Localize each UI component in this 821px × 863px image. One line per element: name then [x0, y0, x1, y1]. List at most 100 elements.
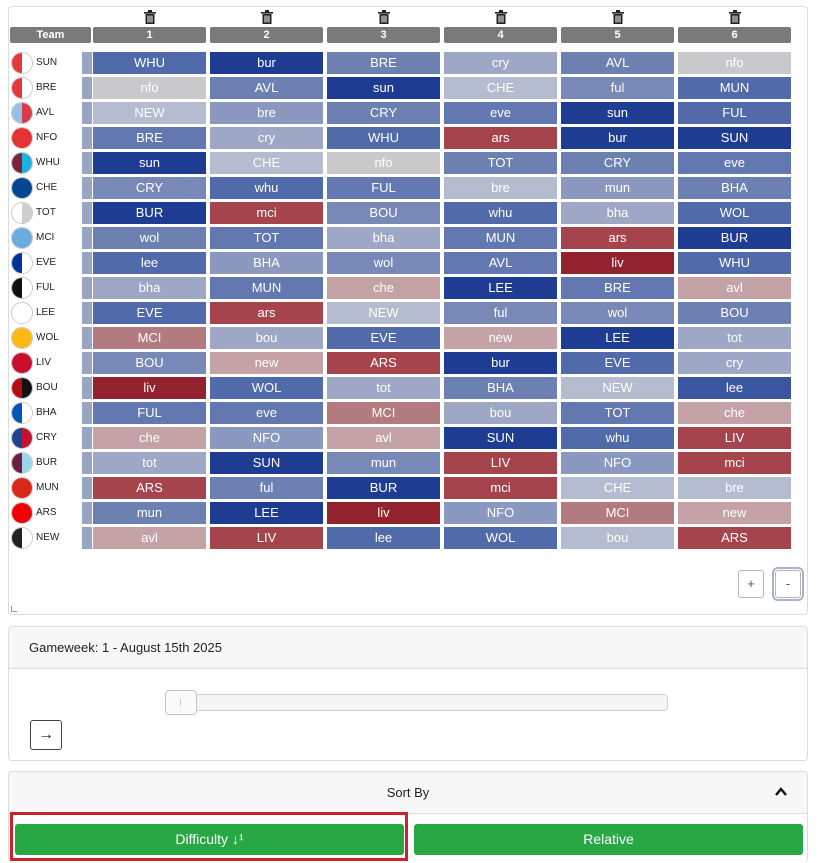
row-handle[interactable]: [82, 177, 92, 199]
fixture-cell[interactable]: liv: [93, 377, 206, 399]
fixture-cell[interactable]: tot: [678, 327, 791, 349]
row-handle[interactable]: [82, 77, 92, 99]
fixture-cell[interactable]: AVL: [444, 252, 557, 274]
fixture-cell[interactable]: TOT: [210, 227, 323, 249]
fixture-cell[interactable]: WOL: [210, 377, 323, 399]
fixture-cell[interactable]: TOT: [444, 152, 557, 174]
row-handle[interactable]: [82, 227, 92, 249]
fixture-cell[interactable]: BOU: [678, 302, 791, 324]
fixture-cell[interactable]: bou: [561, 527, 674, 549]
fixture-cell[interactable]: WOL: [678, 202, 791, 224]
fixture-cell[interactable]: ful: [444, 302, 557, 324]
fixture-cell[interactable]: mci: [678, 452, 791, 474]
fixture-cell[interactable]: bou: [210, 327, 323, 349]
next-arrow-button[interactable]: →: [30, 720, 62, 750]
resize-grip[interactable]: [11, 606, 17, 612]
fixture-cell[interactable]: NFO: [210, 427, 323, 449]
fixture-cell[interactable]: WHU: [93, 52, 206, 74]
fixture-cell[interactable]: bre: [444, 177, 557, 199]
fixture-cell[interactable]: BOU: [93, 352, 206, 374]
fixture-cell[interactable]: WHU: [678, 252, 791, 274]
fixture-cell[interactable]: whu: [444, 202, 557, 224]
fixture-cell[interactable]: mun: [93, 502, 206, 524]
row-handle[interactable]: [82, 402, 92, 424]
row-handle[interactable]: [82, 352, 92, 374]
fixture-cell[interactable]: ful: [210, 477, 323, 499]
fixture-cell[interactable]: MCI: [93, 327, 206, 349]
fixture-cell[interactable]: nfo: [678, 52, 791, 74]
gameweek-slider[interactable]: [165, 690, 668, 715]
fixture-cell[interactable]: BRE: [327, 52, 440, 74]
fixture-cell[interactable]: BUR: [327, 477, 440, 499]
fixture-cell[interactable]: ars: [210, 302, 323, 324]
fixture-cell[interactable]: LEE: [444, 277, 557, 299]
fixture-cell[interactable]: bou: [444, 402, 557, 424]
row-handle[interactable]: [82, 202, 92, 224]
fixture-cell[interactable]: liv: [561, 252, 674, 274]
fixture-cell[interactable]: AVL: [210, 77, 323, 99]
fixture-cell[interactable]: SUN: [210, 452, 323, 474]
fixture-cell[interactable]: NEW: [93, 102, 206, 124]
trash-icon[interactable]: [727, 9, 743, 25]
fixture-cell[interactable]: che: [327, 277, 440, 299]
fixture-cell[interactable]: BHA: [210, 252, 323, 274]
fixture-cell[interactable]: sun: [93, 152, 206, 174]
fixture-cell[interactable]: nfo: [93, 77, 206, 99]
fixture-cell[interactable]: LEE: [561, 327, 674, 349]
row-handle[interactable]: [82, 427, 92, 449]
fixture-cell[interactable]: EVE: [93, 302, 206, 324]
fixture-cell[interactable]: MUN: [210, 277, 323, 299]
fixture-cell[interactable]: LIV: [678, 427, 791, 449]
fixture-cell[interactable]: CHE: [210, 152, 323, 174]
row-handle[interactable]: [82, 252, 92, 274]
fixture-cell[interactable]: wol: [561, 302, 674, 324]
fixture-cell[interactable]: ARS: [678, 527, 791, 549]
gameweek-column-header[interactable]: 3: [327, 27, 440, 43]
fixture-cell[interactable]: FUL: [327, 177, 440, 199]
row-handle[interactable]: [82, 127, 92, 149]
fixture-cell[interactable]: CHE: [561, 477, 674, 499]
fixture-cell[interactable]: bur: [210, 52, 323, 74]
fixture-cell[interactable]: eve: [678, 152, 791, 174]
fixture-cell[interactable]: MUN: [444, 227, 557, 249]
fixture-cell[interactable]: WHU: [327, 127, 440, 149]
fixture-cell[interactable]: tot: [327, 377, 440, 399]
fixture-cell[interactable]: whu: [210, 177, 323, 199]
fixture-cell[interactable]: ARS: [327, 352, 440, 374]
fixture-cell[interactable]: bur: [444, 352, 557, 374]
fixture-cell[interactable]: new: [210, 352, 323, 374]
fixture-cell[interactable]: bha: [93, 277, 206, 299]
trash-icon[interactable]: [376, 9, 392, 25]
fixture-cell[interactable]: avl: [93, 527, 206, 549]
fixture-cell[interactable]: BOU: [327, 202, 440, 224]
fixture-cell[interactable]: FUL: [678, 102, 791, 124]
fixture-cell[interactable]: MCI: [327, 402, 440, 424]
gameweek-column-header[interactable]: 2: [210, 27, 323, 43]
fixture-cell[interactable]: lee: [93, 252, 206, 274]
fixture-cell[interactable]: NFO: [561, 452, 674, 474]
chevron-up-icon[interactable]: [775, 786, 787, 798]
fixture-cell[interactable]: avl: [678, 277, 791, 299]
fixture-cell[interactable]: liv: [327, 502, 440, 524]
fixture-cell[interactable]: avl: [327, 427, 440, 449]
fixture-cell[interactable]: wol: [327, 252, 440, 274]
fixture-cell[interactable]: LIV: [444, 452, 557, 474]
fixture-cell[interactable]: BRE: [561, 277, 674, 299]
fixture-cell[interactable]: TOT: [561, 402, 674, 424]
fixture-cell[interactable]: ars: [561, 227, 674, 249]
fixture-cell[interactable]: eve: [210, 402, 323, 424]
fixture-cell[interactable]: whu: [561, 427, 674, 449]
fixture-cell[interactable]: new: [678, 502, 791, 524]
fixture-cell[interactable]: BRE: [93, 127, 206, 149]
trash-icon[interactable]: [142, 9, 158, 25]
fixture-cell[interactable]: mci: [444, 477, 557, 499]
trash-icon[interactable]: [493, 9, 509, 25]
fixture-cell[interactable]: sun: [327, 77, 440, 99]
fixture-cell[interactable]: tot: [93, 452, 206, 474]
fixture-cell[interactable]: eve: [444, 102, 557, 124]
gameweek-column-header[interactable]: 5: [561, 27, 674, 43]
row-handle[interactable]: [82, 527, 92, 549]
row-handle[interactable]: [82, 52, 92, 74]
fixture-cell[interactable]: che: [678, 402, 791, 424]
fixture-cell[interactable]: sun: [561, 102, 674, 124]
